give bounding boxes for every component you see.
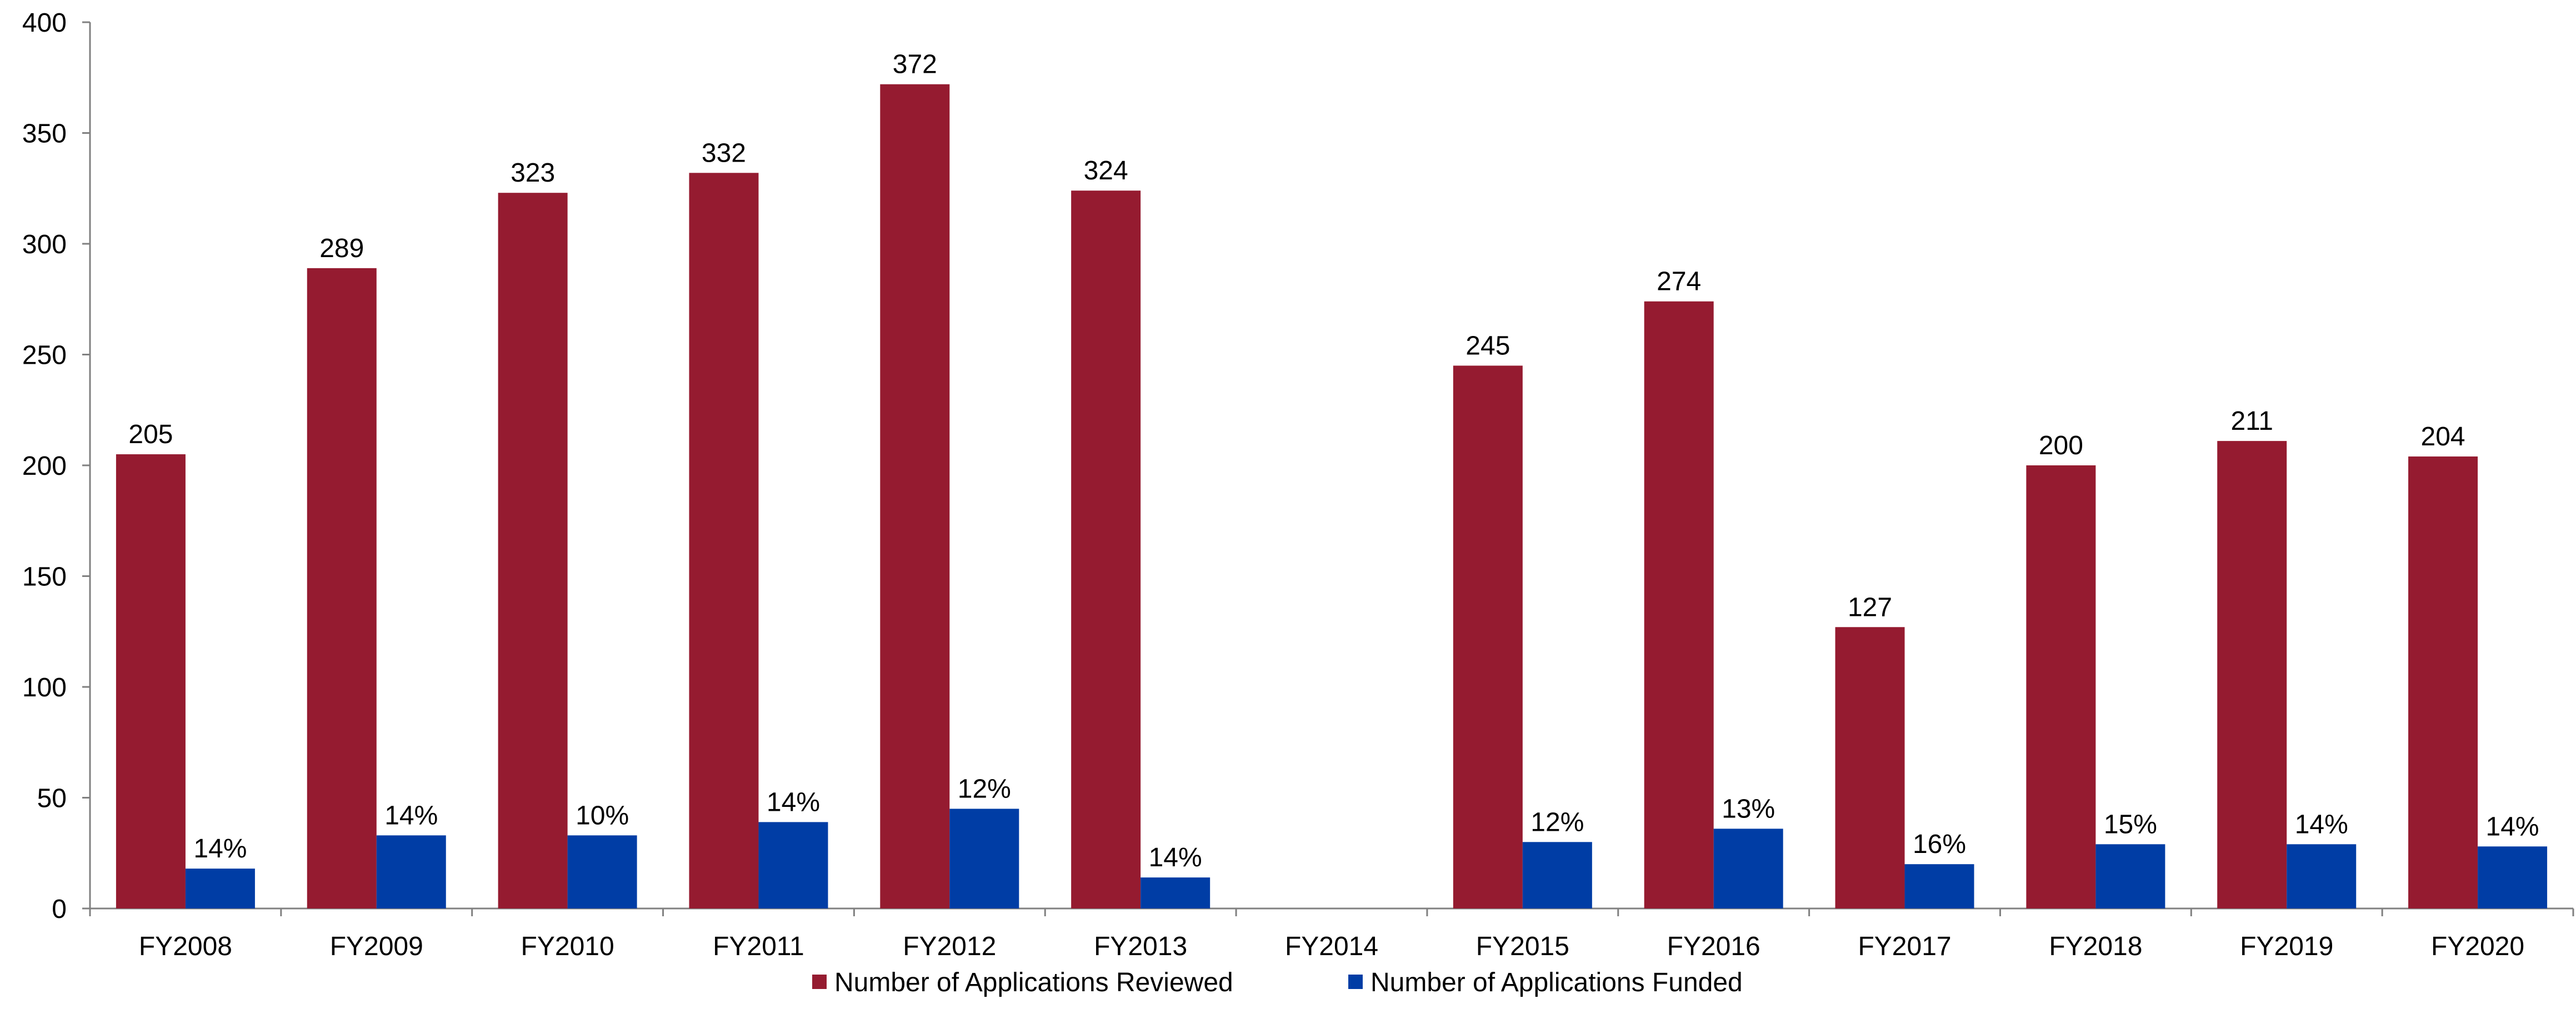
legend-swatch: [812, 975, 827, 989]
data-label-reviewed: 205: [128, 420, 173, 449]
bar-reviewed: [880, 84, 950, 909]
data-label-reviewed: 372: [893, 50, 937, 79]
x-tick-label: FY2013: [1094, 932, 1187, 961]
legend-label: Number of Applications Reviewed: [834, 968, 1233, 997]
bar-reviewed: [2026, 465, 2096, 908]
data-label-funded: 14%: [767, 787, 820, 817]
data-label-reviewed: 127: [1848, 593, 1892, 622]
data-label-funded: 10%: [576, 801, 629, 830]
x-tick-label: FY2011: [713, 932, 804, 961]
bar-reviewed: [2217, 441, 2287, 908]
x-tick-label: FY2017: [1858, 932, 1951, 961]
x-tick-label: FY2009: [330, 932, 423, 961]
data-label-reviewed: 289: [319, 234, 364, 263]
legend-item-reviewed: Number of Applications Reviewed: [812, 968, 1233, 997]
y-tick-label: 200: [22, 451, 67, 481]
data-label-funded: 14%: [193, 834, 247, 864]
y-tick-label: 150: [22, 563, 67, 592]
y-tick-label: 400: [22, 8, 67, 38]
data-label-reviewed: 323: [511, 158, 555, 188]
y-tick-label: 350: [22, 119, 67, 149]
y-tick-label: 50: [37, 784, 67, 814]
bar-reviewed: [116, 454, 186, 908]
bar-reviewed: [498, 193, 568, 909]
bar-funded: [758, 822, 828, 908]
x-tick-label: FY2010: [521, 932, 614, 961]
y-tick-label: 100: [22, 673, 67, 702]
bar-funded: [567, 835, 637, 908]
data-label-funded: 14%: [1149, 843, 1202, 872]
bar-funded: [376, 835, 446, 908]
x-tick-label: FY2014: [1285, 932, 1378, 961]
bar-reviewed: [1644, 301, 1714, 908]
data-label-reviewed: 324: [1084, 156, 1128, 185]
y-tick-label: 300: [22, 230, 67, 259]
data-labels: 205 14% 289 14% 323 10% 332 14% 372 12% 324 14% 245 1…: [128, 50, 2539, 872]
data-label-reviewed: 211: [2230, 406, 2273, 436]
legend-label: Number of Applications Funded: [1370, 968, 1743, 997]
bar-reviewed: [689, 173, 759, 908]
legend-item-funded: Number of Applications Funded: [1348, 968, 1743, 997]
bar-funded: [949, 809, 1019, 908]
axes: 0 50 100 150 200 250 300 350 400 FY2008 FY2009 FY20…: [22, 8, 2574, 961]
data-label-funded: 14%: [2295, 810, 2348, 839]
bar-reviewed: [1071, 190, 1141, 908]
data-label-reviewed: 274: [1657, 267, 1701, 297]
bars: [116, 84, 2548, 909]
legend-swatch: [1348, 975, 1363, 989]
data-label-funded: 14%: [2486, 812, 2539, 841]
data-label-reviewed: 204: [2421, 422, 2465, 451]
x-tick-label: FY2018: [2049, 932, 2142, 961]
bar-funded: [1904, 864, 1974, 908]
y-tick-label: 0: [52, 895, 67, 924]
bar-reviewed: [1835, 627, 1905, 908]
x-tick-label: FY2015: [1476, 932, 1569, 961]
x-tick-label: FY2008: [139, 932, 232, 961]
data-label-reviewed: 245: [1465, 331, 1510, 360]
x-tick-label: FY2012: [903, 932, 996, 961]
bar-reviewed: [1453, 365, 1523, 908]
x-tick-label: FY2020: [2431, 932, 2524, 961]
data-label-reviewed: 200: [2039, 431, 2083, 460]
data-label-funded: 15%: [2104, 810, 2157, 839]
data-label-funded: 16%: [1913, 830, 1966, 859]
bar-funded: [2095, 844, 2165, 908]
bar-funded: [1522, 842, 1592, 908]
bar-reviewed: [2408, 456, 2478, 908]
x-tick-label: FY2019: [2240, 932, 2333, 961]
data-label-funded: 12%: [1530, 807, 1584, 837]
bar-reviewed: [307, 268, 377, 908]
bar-funded: [1713, 829, 1783, 908]
data-label-reviewed: 332: [702, 138, 746, 168]
bar-funded: [185, 869, 255, 908]
data-label-funded: 14%: [384, 801, 438, 830]
x-tick-label: FY2016: [1667, 932, 1760, 961]
data-label-funded: 13%: [1722, 794, 1775, 824]
y-tick-label: 250: [22, 341, 67, 370]
bar-funded: [1141, 877, 1211, 908]
bar-funded: [2287, 844, 2357, 908]
data-label-funded: 12%: [958, 774, 1011, 804]
legend: Number of Applications Reviewed Number of…: [812, 968, 1743, 997]
bar-funded: [2478, 846, 2548, 908]
